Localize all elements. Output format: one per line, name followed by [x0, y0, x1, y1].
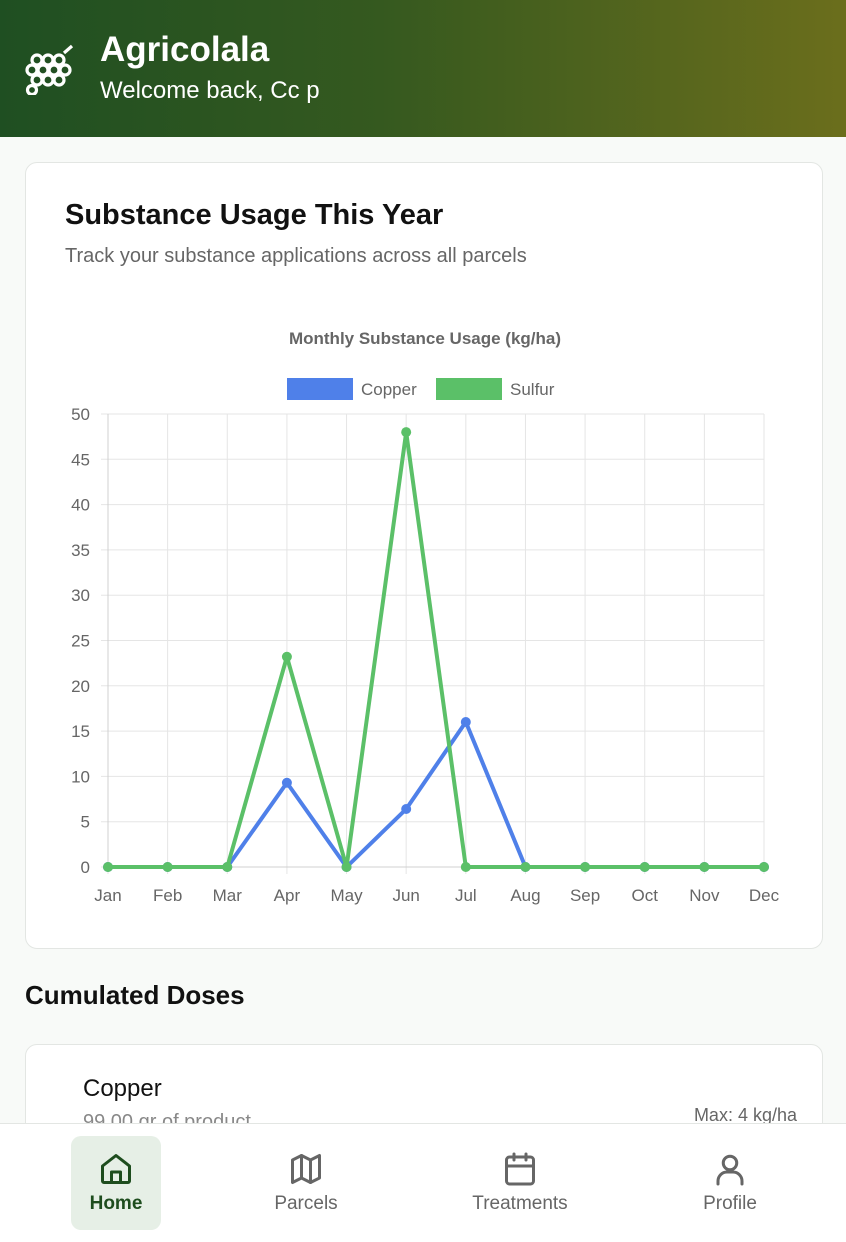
data-point-sulfur — [460, 862, 471, 872]
user-icon — [716, 1154, 744, 1186]
x-tick-label: Sep — [570, 886, 600, 905]
data-point-sulfur — [222, 862, 233, 872]
y-tick-label: 20 — [71, 677, 90, 696]
y-tick-label: 45 — [71, 450, 90, 469]
x-tick-label: May — [330, 886, 363, 905]
y-tick-label: 50 — [71, 405, 90, 424]
data-point-copper — [401, 804, 412, 815]
y-tick-label: 5 — [81, 813, 90, 832]
y-tick-label: 30 — [71, 586, 90, 605]
app-header: Agricolala Welcome back, Cc p — [0, 0, 846, 137]
y-tick-label: 0 — [81, 858, 90, 877]
legend-swatch-sulfur — [436, 378, 502, 400]
legend-swatch-copper — [287, 378, 353, 400]
x-tick-label: Dec — [749, 886, 780, 905]
home-icon — [101, 1154, 131, 1184]
usage-line-chart: Monthly Substance Usage (kg/ha) Copper Sul… — [71, 329, 780, 905]
data-point-sulfur — [281, 651, 292, 662]
x-tick-label: Feb — [153, 886, 182, 905]
app-name: Agricolala — [100, 29, 270, 69]
section-title-cumulated: Cumulated Doses — [25, 980, 245, 1010]
calendar-icon — [505, 1152, 535, 1186]
y-tick-label: 10 — [71, 767, 90, 786]
chart-title: Monthly Substance Usage (kg/ha) — [289, 329, 561, 348]
map-icon — [291, 1154, 321, 1184]
y-tick-label: 40 — [71, 496, 90, 515]
dose-max-limit: Max: 4 kg/ha — [693, 1105, 797, 1125]
data-point-copper — [460, 717, 471, 728]
nav-item-home[interactable]: Home — [71, 1136, 161, 1230]
y-tick-label: 25 — [71, 632, 90, 651]
data-point-copper — [281, 777, 292, 788]
grapes-logo-icon — [25, 44, 74, 95]
x-tick-label: Apr — [274, 886, 301, 905]
bottom-navigation: Home Parcels Treatments Profile — [0, 1123, 846, 1242]
nav-label-parcels: Parcels — [274, 1193, 338, 1214]
legend-label-sulfur: Sulfur — [510, 380, 555, 399]
card-subtitle: Track your substance applications across… — [65, 245, 527, 267]
nav-label-profile: Profile — [703, 1193, 757, 1214]
x-tick-label: Nov — [689, 886, 720, 905]
data-point-sulfur — [103, 862, 113, 872]
data-point-sulfur — [759, 862, 769, 872]
nav-item-profile[interactable]: Profile — [685, 1136, 775, 1230]
x-tick-label: Mar — [213, 886, 243, 905]
data-point-sulfur — [520, 862, 531, 872]
y-tick-label: 15 — [71, 722, 90, 741]
nav-label-treatments: Treatments — [472, 1193, 568, 1214]
nav-item-parcels[interactable]: Parcels — [255, 1136, 357, 1230]
data-point-sulfur — [401, 427, 412, 438]
data-point-sulfur — [580, 862, 591, 872]
x-tick-label: Jun — [392, 886, 419, 905]
nav-item-treatments[interactable]: Treatments — [455, 1136, 585, 1230]
x-tick-label: Aug — [510, 886, 540, 905]
card-title: Substance Usage This Year — [65, 199, 444, 231]
x-tick-label: Jan — [94, 886, 121, 905]
x-tick-label: Jul — [455, 886, 477, 905]
data-point-sulfur — [639, 862, 650, 872]
dose-substance-name: Copper — [83, 1075, 162, 1102]
data-point-sulfur — [699, 862, 710, 872]
y-tick-label: 35 — [71, 541, 90, 560]
welcome-message: Welcome back, Cc p — [100, 76, 320, 104]
series-line-copper — [106, 720, 766, 869]
legend-label-copper: Copper — [361, 380, 417, 399]
x-tick-label: Oct — [632, 886, 659, 905]
nav-label-home: Home — [89, 1193, 143, 1214]
data-point-sulfur — [341, 862, 352, 872]
series-line-sulfur — [106, 430, 766, 869]
data-point-sulfur — [162, 862, 173, 872]
substance-usage-card: Substance Usage This Year Track your sub… — [25, 162, 823, 949]
